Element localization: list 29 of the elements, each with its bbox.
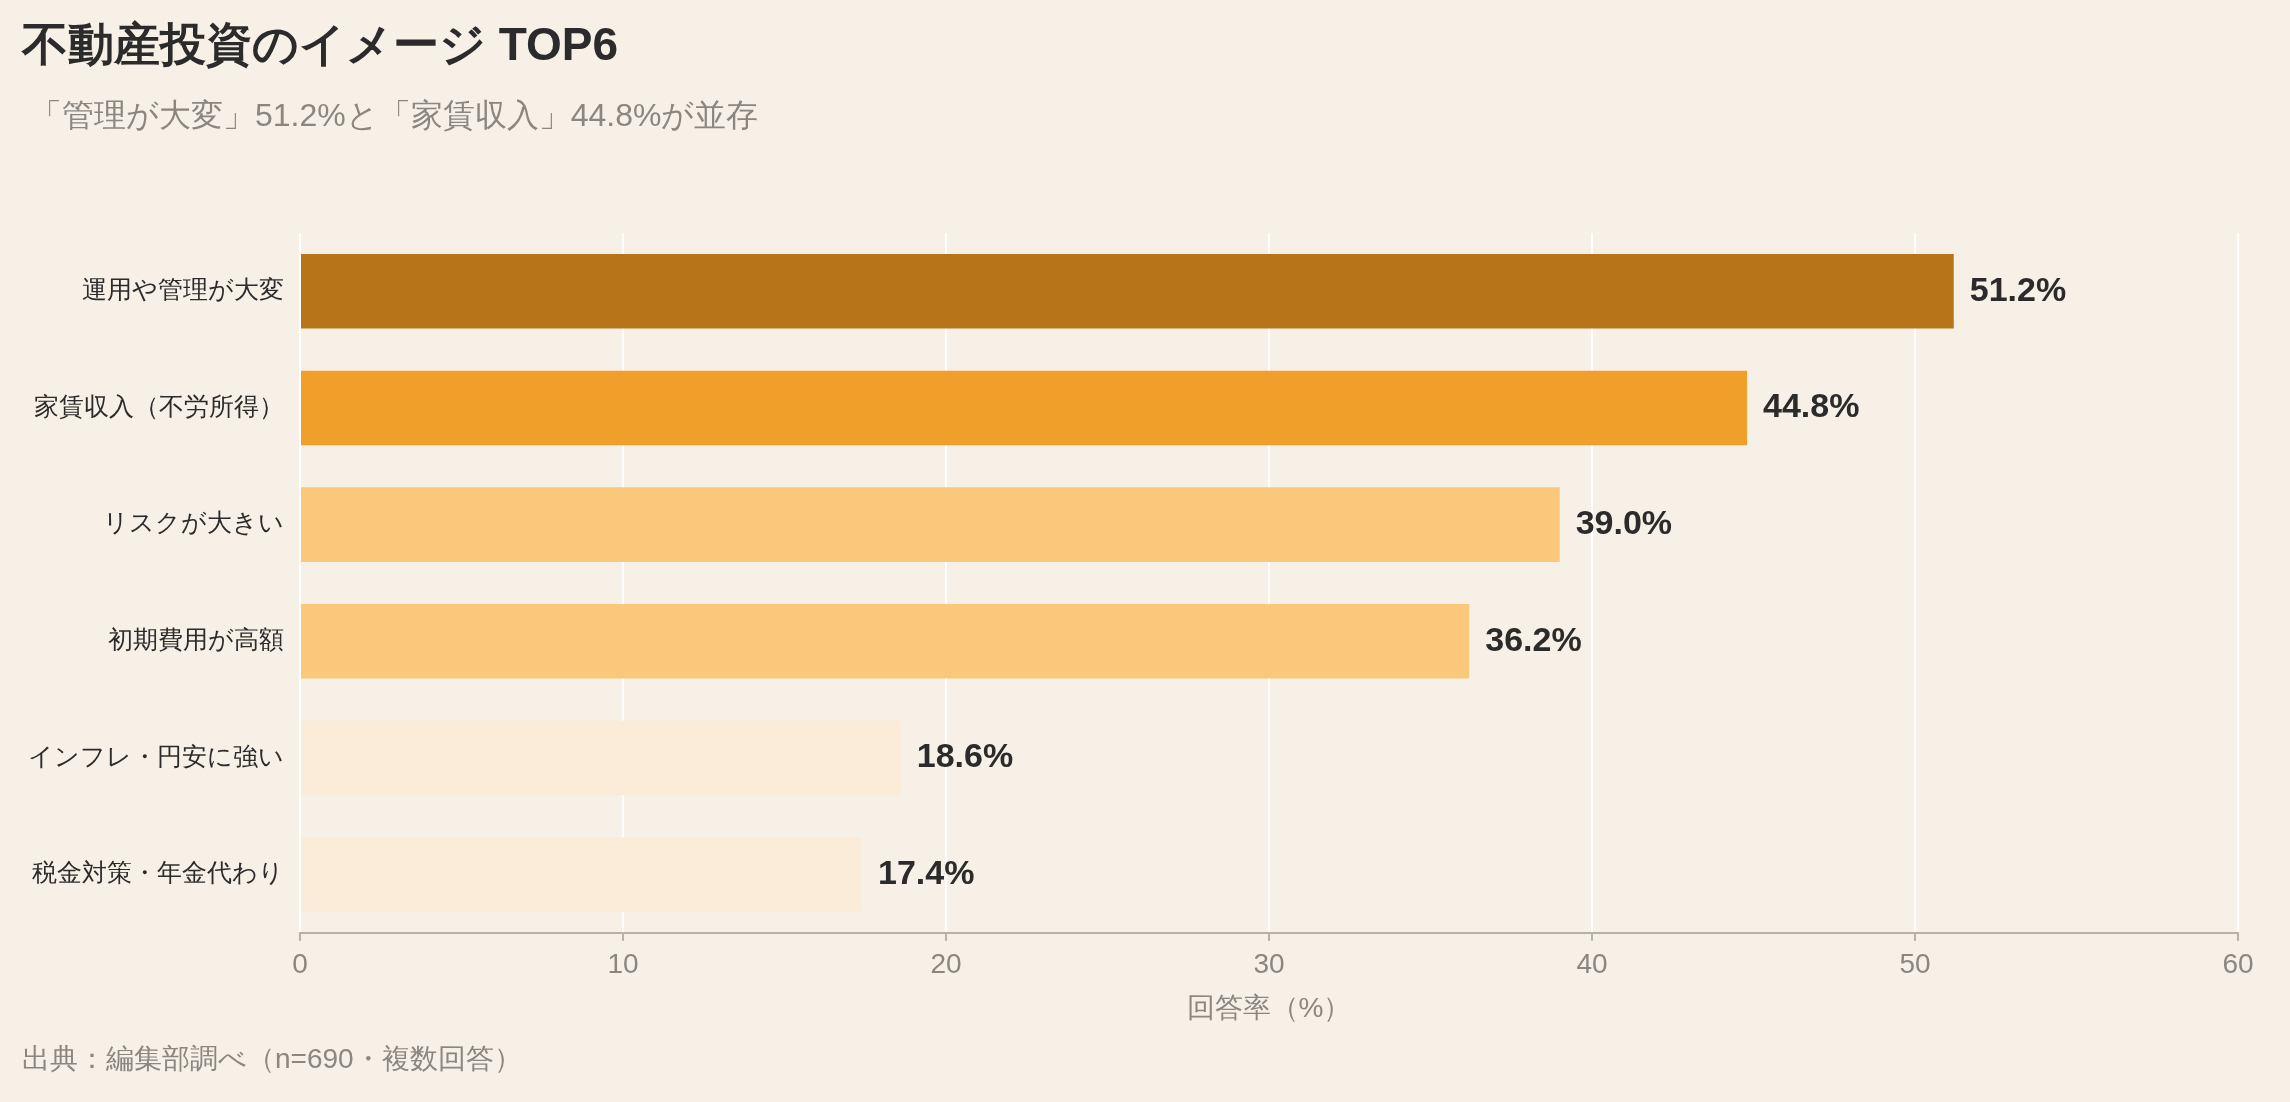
x-tick-label: 20 — [930, 948, 962, 980]
bar — [301, 254, 1954, 329]
y-tick-label: 初期費用が高額 — [108, 625, 284, 654]
chart-subtitle: 「管理が大変」51.2%と「家賃収入」44.8%が並存 — [30, 96, 759, 135]
chart-title: 不動産投資のイメージ TOP6 — [22, 17, 619, 72]
x-tick-label: 30 — [1253, 948, 1285, 980]
bar — [301, 370, 1748, 446]
y-tick-label: 税金対策・年金代わり — [32, 858, 284, 887]
bar — [301, 720, 901, 796]
bar — [301, 487, 1560, 562]
x-tick-label: 10 — [607, 948, 639, 980]
data-label: 36.2% — [1485, 619, 1582, 658]
x-tick-label: 0 — [292, 948, 308, 980]
source-note: 出典：編集部調べ（n=690・複数回答） — [22, 1042, 522, 1076]
x-axis-title: 回答率（%） — [1186, 991, 1352, 1023]
y-tick-label: 家賃収入（不労所得） — [34, 391, 284, 420]
bar — [301, 603, 1470, 679]
data-label: 17.4% — [878, 852, 975, 891]
y-tick-label: 運用や管理が大変 — [82, 275, 284, 304]
x-tick-label: 50 — [1899, 948, 1931, 980]
data-label: 39.0% — [1575, 502, 1673, 541]
data-label: 18.6% — [916, 736, 1014, 775]
bar — [301, 837, 863, 912]
y-tick-label: インフレ・円安に強い — [28, 741, 284, 770]
y-tick-label: リスクが大きい — [103, 508, 284, 537]
x-tick-label: 60 — [2222, 948, 2254, 980]
data-label: 44.8% — [1763, 386, 1860, 425]
data-label: 51.2% — [1969, 269, 2067, 308]
x-tick-label: 40 — [1576, 948, 1608, 980]
